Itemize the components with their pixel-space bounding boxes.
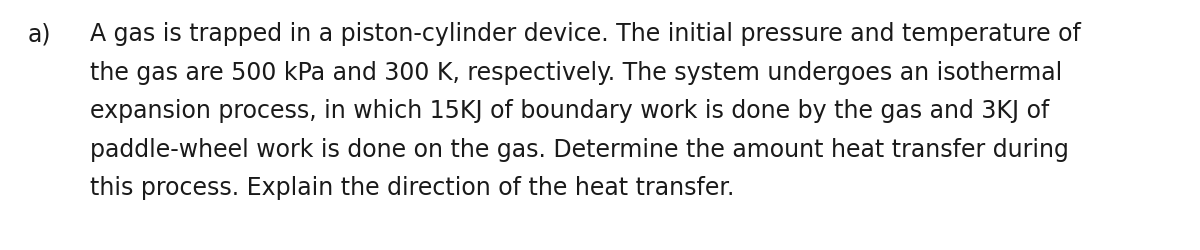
Text: expansion process, in which 15KJ of boundary work is done by the gas and 3KJ of: expansion process, in which 15KJ of boun…	[90, 99, 1049, 123]
Text: A gas is trapped in a piston-cylinder device. The initial pressure and temperatu: A gas is trapped in a piston-cylinder de…	[90, 22, 1081, 46]
Text: paddle-wheel work is done on the gas. Determine the amount heat transfer during: paddle-wheel work is done on the gas. De…	[90, 138, 1069, 162]
Text: this process. Explain the direction of the heat transfer.: this process. Explain the direction of t…	[90, 176, 734, 200]
Text: the gas are 500 kPa and 300 K, respectively. The system undergoes an isothermal: the gas are 500 kPa and 300 K, respectiv…	[90, 60, 1062, 84]
Text: a): a)	[28, 22, 52, 46]
